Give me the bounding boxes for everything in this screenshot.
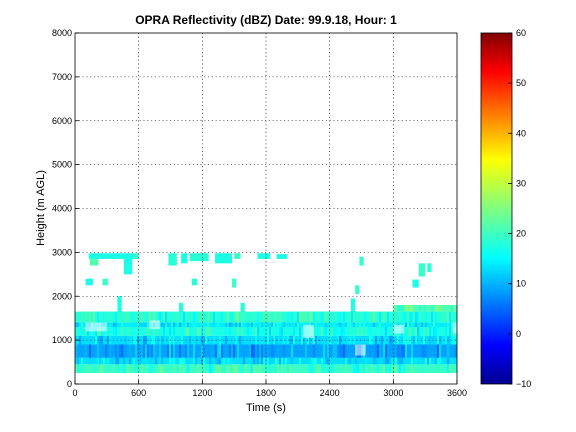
echo-gap-2: [303, 324, 314, 338]
colorbar-tick-label: 40: [516, 128, 526, 138]
echo-gap-5: [452, 322, 457, 334]
echo-patch-16: [191, 278, 198, 286]
echo-patch-15: [102, 278, 108, 286]
colorbar-tick-label: 60: [516, 28, 526, 38]
echo-patch-20: [117, 296, 122, 312]
echo-patch-14: [85, 278, 94, 286]
echo-patch-12: [418, 263, 426, 277]
x-tick-label: 2400: [320, 388, 340, 398]
y-tick-label: 3000: [52, 247, 72, 257]
echo-patch-13: [427, 263, 432, 273]
colorbar-gradient: [480, 32, 513, 385]
echo-patch-21: [178, 302, 184, 312]
chart-title: OPRA Reflectivity (dBZ) Date: 99.9.18, H…: [135, 13, 397, 27]
echo-patch-22: [240, 302, 245, 312]
plot-area: 0 600 1200 1800 2400 3000 3600 0 1000 2000 3000 40…: [52, 28, 467, 398]
echo-patch-5: [181, 253, 188, 264]
echo-patch-18: [355, 285, 360, 295]
echo-patch-2: [123, 258, 133, 275]
echo-patch-23: [350, 298, 356, 312]
x-tick-label: 0: [72, 388, 77, 398]
echo-texture-0: [75, 364, 451, 374]
y-tick-label: 5000: [52, 160, 72, 170]
x-axis-ticks: 0 600 1200 1800 2400 3000 3600: [72, 380, 467, 398]
echo-patch-17: [232, 278, 237, 288]
x-tick-label: 600: [131, 388, 146, 398]
y-tick-label: 6000: [52, 116, 72, 126]
y-tick-label: 1000: [52, 335, 72, 345]
echo-layer-0: [75, 364, 457, 374]
echo-gap-1: [149, 320, 160, 330]
echo-gap-0: [85, 322, 107, 332]
echo-texture-7: [397, 305, 457, 312]
y-axis-ticks: 0 1000 2000 3000 4000 5000 6000 7000 8000: [52, 28, 79, 389]
colorbar-tick-label: 10: [516, 279, 526, 289]
colorbar-tick-label: 50: [516, 78, 526, 88]
x-tick-label: 1800: [256, 388, 276, 398]
colorbar: −10 0 10 20 30 40 50 60: [480, 28, 531, 389]
echo-gap-3: [355, 344, 366, 356]
grid-lines: [75, 33, 457, 384]
y-tick-label: 8000: [52, 28, 72, 38]
echo-patch-6: [189, 253, 209, 262]
y-axis-label: Height (m AGL): [35, 170, 47, 246]
y-tick-label: 7000: [52, 72, 72, 82]
colorbar-tick-label: 20: [516, 229, 526, 239]
x-tick-label: 3000: [383, 388, 403, 398]
y-tick-label: 0: [67, 379, 72, 389]
echo-patch-1: [89, 258, 99, 266]
echo-patch-19: [412, 279, 419, 288]
colorbar-tick-label: 0: [516, 329, 521, 339]
colorbar-ticks: −10 0 10 20 30 40 50 60: [508, 28, 531, 389]
y-tick-label: 2000: [52, 291, 72, 301]
echo-patch-11: [359, 256, 364, 266]
echo-layer-5: [75, 322, 457, 327]
echo-patch-3: [134, 253, 139, 259]
colorbar-tick-label: −10: [516, 379, 531, 389]
echo-gap-4: [393, 324, 404, 334]
echo-patch-10: [276, 254, 288, 259]
echo-patch-4: [168, 253, 177, 266]
y-tick-label: 4000: [52, 204, 72, 214]
x-tick-label: 3600: [447, 388, 467, 398]
echo-patch-0: [88, 253, 135, 259]
echo-patch-9: [257, 253, 271, 259]
colorbar-tick-label: 30: [516, 178, 526, 188]
echo-patch-7: [215, 253, 233, 264]
x-axis-label: Time (s): [246, 402, 286, 414]
echo-patch-8: [234, 253, 241, 259]
echo-texture-1: [77, 357, 453, 365]
x-tick-label: 1200: [192, 388, 212, 398]
echo-texture-6: [81, 311, 451, 323]
